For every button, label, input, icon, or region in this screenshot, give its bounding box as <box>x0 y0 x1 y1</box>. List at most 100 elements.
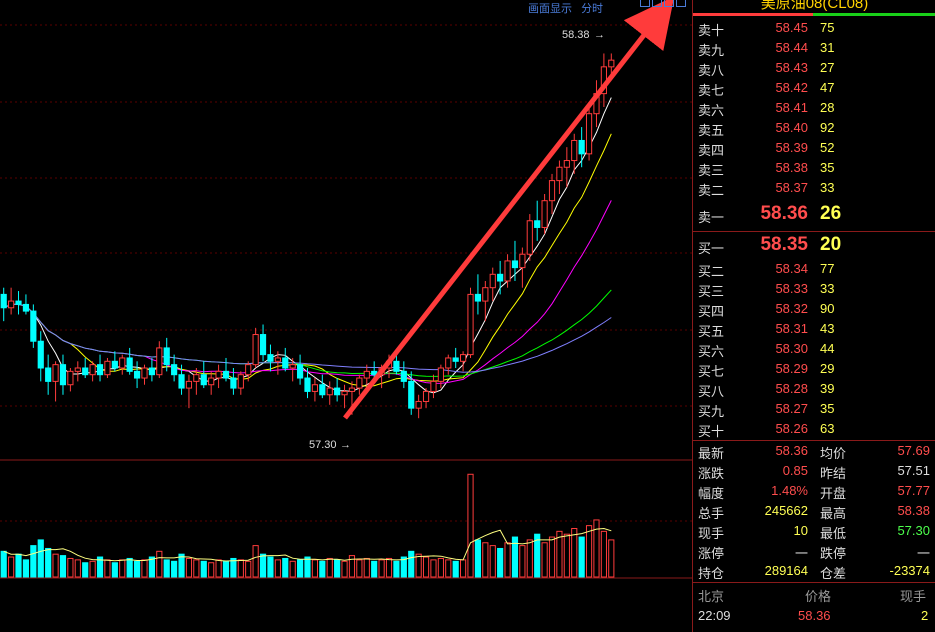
volume-bar <box>156 550 163 578</box>
ask-label: 卖五 <box>698 123 725 138</box>
candle <box>445 354 452 375</box>
bid-level-2: 买二 58.34 77 <box>693 261 935 281</box>
volume-bar <box>608 539 615 578</box>
volume-bar <box>548 536 556 578</box>
candle-body <box>548 180 556 202</box>
candle-body <box>82 367 89 376</box>
ticker-divider <box>693 582 935 583</box>
chart-nav-intraday[interactable]: 分时 <box>581 3 604 15</box>
candle <box>430 374 437 399</box>
candle <box>474 274 482 315</box>
candle <box>422 388 430 409</box>
candle-body <box>259 334 267 356</box>
candle-body <box>230 377 237 389</box>
window-control-1[interactable] <box>640 0 650 7</box>
volume-bar <box>385 557 393 578</box>
ask-level-5: 卖六 58.41 28 <box>693 100 935 120</box>
stat-key: 涨跌 <box>698 466 725 481</box>
candle <box>363 364 370 385</box>
volume-bar <box>45 547 52 578</box>
volume-bar <box>593 519 600 578</box>
stat-key: 最新 <box>698 446 725 461</box>
candle-body <box>408 380 415 409</box>
candle-body <box>497 273 504 282</box>
volume-bar <box>363 557 370 578</box>
candle-body <box>163 347 170 366</box>
stat-key-2: 昨结 <box>820 466 847 481</box>
volume-bar <box>311 559 319 578</box>
volume-bar <box>22 559 30 578</box>
candle-body <box>274 357 281 362</box>
price-annotations: 58.38 → 57.30 → <box>309 29 605 451</box>
candle-body <box>445 357 452 369</box>
stat-key-2: 跌停 <box>820 546 847 561</box>
ask-level-3: 卖八 58.43 27 <box>693 60 935 80</box>
candle-body <box>237 374 244 389</box>
ask-volume: 27 <box>820 60 835 75</box>
candle <box>178 364 185 395</box>
window-control-2[interactable] <box>652 0 662 7</box>
candle <box>341 384 348 409</box>
volume-bar <box>482 542 489 578</box>
candle <box>408 371 415 415</box>
book-divider <box>693 231 935 232</box>
candle-body <box>511 260 519 269</box>
candle-body <box>534 220 541 228</box>
candle-body <box>371 370 378 376</box>
bid-price: 58.28 <box>775 381 808 396</box>
chart-nav-display[interactable]: 画面显示 <box>528 3 572 15</box>
ask-label: 卖二 <box>698 183 725 198</box>
instrument-title: 美原油08(CL08) <box>760 0 869 12</box>
volume-bar <box>319 560 326 578</box>
candle <box>237 371 244 395</box>
volume-bar <box>534 533 541 578</box>
candle-body <box>311 384 319 392</box>
candle-body <box>156 347 163 376</box>
ask-label: 卖四 <box>698 143 725 158</box>
ask-volume: 47 <box>820 80 835 95</box>
ticker-vol: 2 <box>921 608 929 623</box>
stat-value-2: 57.69 <box>897 443 930 458</box>
ma-line <box>3 97 612 394</box>
candle <box>200 361 207 389</box>
volume-bar <box>585 525 593 578</box>
volume-bar <box>334 559 341 578</box>
volume-bar <box>67 557 74 578</box>
bid-label: 买二 <box>698 264 725 279</box>
candlestick-chart-panel[interactable]: 58.38 → 57.30 → 画面显示 分时 <box>0 0 692 632</box>
candle-body <box>111 360 118 369</box>
candle <box>74 361 81 382</box>
stat-value: 一 <box>794 546 808 561</box>
window-control-4[interactable] <box>676 0 686 7</box>
candle <box>467 287 474 358</box>
ask-level-4: 卖七 58.42 47 <box>693 80 935 100</box>
volume-bar <box>193 559 200 578</box>
candle <box>230 368 237 395</box>
bid-level-6: 买六 58.30 44 <box>693 341 935 361</box>
volume-bar <box>141 559 148 578</box>
candle-body <box>430 380 437 392</box>
stat-value-2: 57.77 <box>897 483 930 498</box>
candle <box>585 107 593 161</box>
volume-bar <box>400 556 407 578</box>
volume-bar <box>408 550 415 578</box>
volume-bar <box>497 547 504 578</box>
candle <box>519 247 526 288</box>
candle-body <box>200 374 207 386</box>
candle <box>511 240 519 281</box>
price-chart-svg[interactable]: 58.38 → 57.30 → <box>0 0 692 632</box>
ask-label: 卖七 <box>698 83 725 98</box>
window-control-3[interactable] <box>664 0 674 7</box>
stat-value: 0.85 <box>782 463 808 478</box>
candle-body <box>563 160 570 168</box>
volume-bar <box>600 530 607 578</box>
candle <box>22 294 30 315</box>
sell-strength-bar <box>693 13 813 16</box>
candle <box>126 347 133 375</box>
candle <box>104 357 111 379</box>
bid-volume: 33 <box>820 281 835 296</box>
bid-volume: 20 <box>820 234 842 255</box>
ticker-header-time: 北京 <box>698 589 725 604</box>
stat-key-2: 开盘 <box>820 486 847 501</box>
volume-bar <box>356 559 363 578</box>
